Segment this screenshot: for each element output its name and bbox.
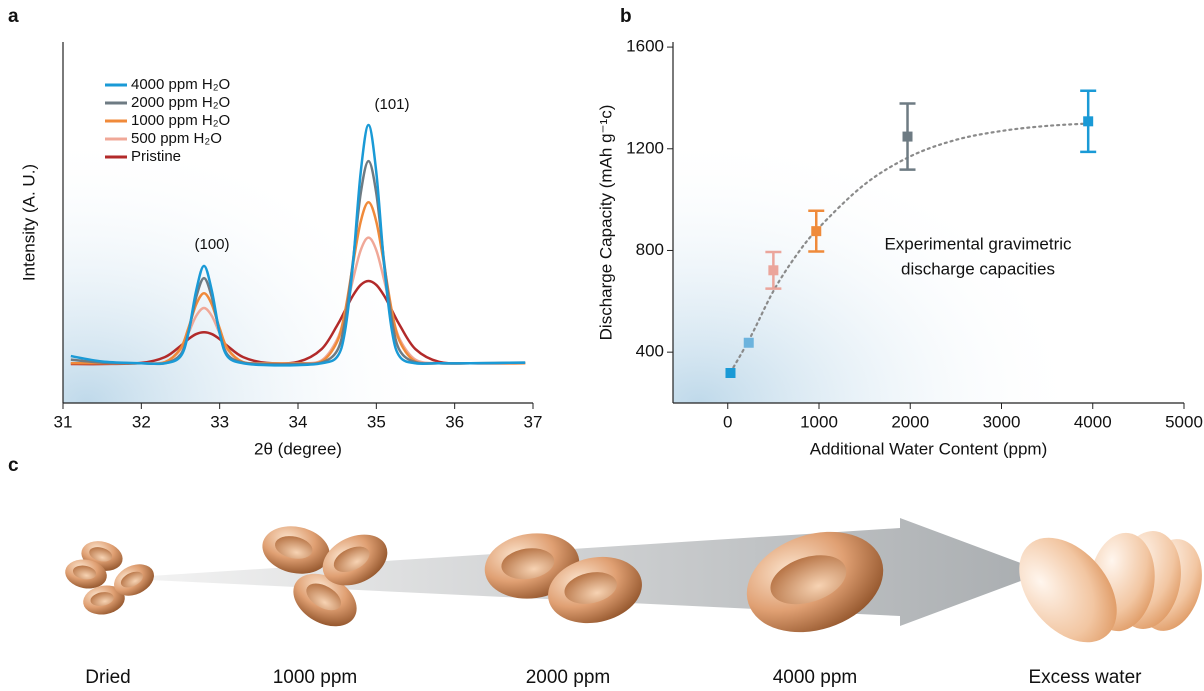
legend-label: 2000 ppm H₂O	[131, 94, 230, 111]
panel-b-background	[673, 42, 1184, 403]
peak-annotation: (101)	[374, 96, 409, 113]
stage-label: 4000 ppm	[773, 667, 858, 688]
x-axis-label: Additional Water Content (ppm)	[810, 439, 1047, 458]
legend-label: 1000 ppm H₂O	[131, 112, 230, 129]
x-tick-label: 3000	[983, 412, 1021, 431]
data-point	[768, 265, 778, 275]
panel-label: c	[8, 455, 19, 476]
x-tick-label: 0	[723, 412, 732, 431]
annotation: Experimental gravimetric	[884, 234, 1072, 253]
legend-label: 500 ppm H₂O	[131, 130, 222, 147]
y-tick-label: 800	[636, 240, 664, 259]
stage-label: 2000 ppm	[526, 667, 611, 688]
stage-label: 1000 ppm	[273, 667, 358, 688]
y-tick-label: 1200	[626, 138, 664, 157]
legend-label: 4000 ppm H₂O	[131, 76, 230, 93]
x-tick-label: 32	[132, 412, 151, 431]
peak-annotation: (100)	[194, 236, 229, 253]
panel-label: a	[8, 6, 19, 27]
figure: a b c (100) (101) Experimental gravimetr…	[0, 0, 1204, 691]
x-tick-label: 31	[54, 412, 73, 431]
x-tick-label: 1000	[800, 412, 838, 431]
x-tick-label: 36	[445, 412, 464, 431]
x-axis-label: 2θ (degree)	[254, 439, 342, 458]
x-tick-label: 5000	[1165, 412, 1203, 431]
y-axis-label: Discharge Capacity (mAh g⁻¹c)	[596, 105, 615, 341]
annotation: discharge capacities	[901, 259, 1055, 278]
legend-label: Pristine	[131, 148, 181, 165]
x-tick-label: 34	[289, 412, 308, 431]
panel-label: b	[620, 6, 632, 27]
y-axis-label: Intensity (A. U.)	[19, 164, 38, 281]
x-tick-label: 37	[524, 412, 543, 431]
stage-label: Dried	[85, 667, 130, 688]
data-point	[744, 338, 754, 348]
data-point	[725, 368, 735, 378]
data-point	[1083, 116, 1093, 126]
y-tick-label: 1600	[626, 37, 664, 56]
data-point	[811, 226, 821, 236]
x-tick-label: 2000	[891, 412, 929, 431]
x-tick-label: 4000	[1074, 412, 1112, 431]
stage-label: Excess water	[1029, 667, 1143, 688]
x-tick-label: 33	[210, 412, 229, 431]
x-tick-label: 35	[367, 412, 386, 431]
y-tick-label: 400	[636, 342, 664, 361]
data-point	[903, 132, 913, 142]
